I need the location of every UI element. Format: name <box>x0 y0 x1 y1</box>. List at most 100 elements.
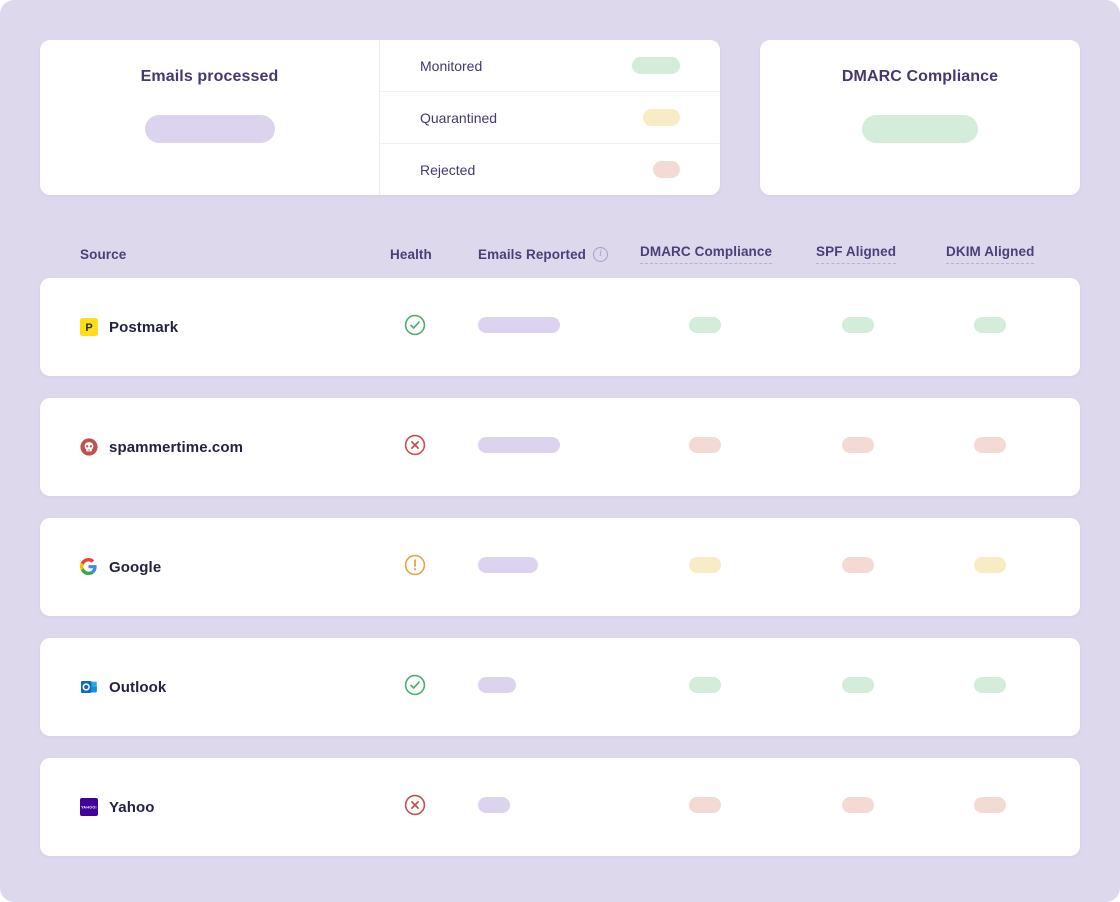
spf-aligned-badge <box>842 316 874 333</box>
dmarc-compliance-cell <box>640 436 816 458</box>
column-header-emails-reported: Emails Reported <box>478 246 587 262</box>
dkim-aligned-cell <box>946 436 1040 458</box>
source-name: Outlook <box>109 678 167 696</box>
column-header-dkim-aligned[interactable]: DKIM Aligned <box>946 244 1035 264</box>
source-name: spammertime.com <box>109 438 244 456</box>
svg-text:YAHOO!: YAHOO! <box>81 806 97 810</box>
health-cell <box>390 434 478 461</box>
emails-reported-cell <box>478 316 640 338</box>
source-name: Postmark <box>109 318 179 336</box>
emails-processed-title: Emails processed <box>140 68 279 85</box>
dkim-aligned-badge <box>974 796 1006 813</box>
yahoo-logo-icon: YAHOO! <box>80 798 98 816</box>
source-row-google[interactable]: Google <box>40 518 1080 616</box>
postmark-logo-icon: P <box>80 318 98 336</box>
dmarc-compliance-badge <box>689 556 721 573</box>
legend-label: Monitored <box>420 57 483 74</box>
summary-section: Emails processed Monitored Quarantined Rej… <box>40 40 1080 195</box>
source-row-postmark[interactable]: P Postmark <box>40 278 1080 376</box>
header-cell-health: Health <box>390 247 478 262</box>
spf-aligned-badge <box>842 556 874 573</box>
outlook-logo-icon <box>80 678 98 696</box>
column-header-health: Health <box>390 246 432 262</box>
warning-circle-icon <box>404 554 426 581</box>
source-row-spammertime-com[interactable]: spammertime.com <box>40 398 1080 496</box>
dmarc-compliance-cell <box>640 676 816 698</box>
dmarc-compliance-value-pill <box>862 115 978 143</box>
header-cell-emails-reported: Emails Reported i <box>478 246 640 262</box>
source-cell: Google <box>80 558 390 576</box>
info-icon[interactable]: i <box>593 246 609 262</box>
spammer-skull-icon <box>80 438 98 456</box>
x-circle-icon <box>404 434 426 461</box>
dmarc-compliance-cell <box>640 556 816 578</box>
dkim-aligned-cell <box>946 556 1040 578</box>
table-header: Source Health Emails Reported i DMARC Compli… <box>80 244 1040 264</box>
google-logo-icon <box>80 558 98 576</box>
status-legend: Monitored Quarantined Rejected <box>380 40 720 195</box>
legend-row-quarantined: Quarantined <box>380 91 720 143</box>
source-cell: Outlook <box>80 678 390 696</box>
dkim-aligned-badge <box>974 676 1006 693</box>
spf-aligned-cell <box>816 796 946 818</box>
source-row-yahoo[interactable]: YAHOO! Yahoo <box>40 758 1080 856</box>
dmarc-compliance-badge <box>689 316 721 333</box>
source-table: P Postmark spammertime.com Google Outlook YAH… <box>40 278 1080 856</box>
source-name: Google <box>109 558 162 576</box>
source-cell: spammertime.com <box>80 438 390 456</box>
rejected-count-pill <box>653 161 680 178</box>
legend-label: Quarantined <box>420 109 498 126</box>
emails-reported-bar <box>478 796 510 813</box>
dmarc-compliance-badge <box>689 436 721 453</box>
dmarc-compliance-cell <box>640 316 816 338</box>
legend-row-rejected: Rejected <box>380 143 720 195</box>
column-header-spf-aligned[interactable]: SPF Aligned <box>816 244 897 264</box>
spf-aligned-badge <box>842 796 874 813</box>
dmarc-compliance-title: DMARC Compliance <box>841 68 999 85</box>
header-cell-dmarc-compliance: DMARC Compliance <box>640 244 816 264</box>
spf-aligned-cell <box>816 436 946 458</box>
header-cell-dkim-aligned: DKIM Aligned <box>946 244 1040 264</box>
dkim-aligned-badge <box>974 316 1006 333</box>
health-cell <box>390 314 478 341</box>
emails-reported-bar <box>478 556 538 573</box>
spf-aligned-cell <box>816 316 946 338</box>
dkim-aligned-badge <box>974 436 1006 453</box>
header-cell-source: Source <box>80 247 390 262</box>
emails-reported-bar <box>478 436 560 453</box>
column-header-source: Source <box>80 246 127 262</box>
check-circle-icon <box>404 674 426 701</box>
dmarc-compliance-card: DMARC Compliance <box>760 40 1080 195</box>
monitored-count-pill <box>632 57 680 74</box>
quarantined-count-pill <box>643 109 680 126</box>
emails-reported-bar <box>478 316 560 333</box>
emails-reported-cell <box>478 796 640 818</box>
column-header-dmarc-compliance[interactable]: DMARC Compliance <box>640 244 773 264</box>
dkim-aligned-badge <box>974 556 1006 573</box>
emails-processed-panel: Emails processed <box>40 40 380 195</box>
dmarc-compliance-cell <box>640 796 816 818</box>
emails-reported-cell <box>478 676 640 698</box>
spf-aligned-badge <box>842 676 874 693</box>
emails-reported-cell <box>478 556 640 578</box>
dkim-aligned-cell <box>946 676 1040 698</box>
header-cell-spf-aligned: SPF Aligned <box>816 244 946 264</box>
source-name: Yahoo <box>109 798 155 816</box>
health-cell <box>390 794 478 821</box>
health-cell <box>390 554 478 581</box>
emails-reported-cell <box>478 436 640 458</box>
health-cell <box>390 674 478 701</box>
source-row-outlook[interactable]: Outlook <box>40 638 1080 736</box>
spf-aligned-badge <box>842 436 874 453</box>
source-cell: YAHOO! Yahoo <box>80 798 390 816</box>
emails-processed-value-pill <box>144 115 275 143</box>
source-cell: P Postmark <box>80 318 390 336</box>
svg-text:P: P <box>85 322 92 334</box>
check-circle-icon <box>404 314 426 341</box>
emails-reported-bar <box>478 676 516 693</box>
dkim-aligned-cell <box>946 316 1040 338</box>
dmarc-compliance-badge <box>689 796 721 813</box>
emails-processed-card: Emails processed Monitored Quarantined Rej… <box>40 40 720 195</box>
legend-label: Rejected <box>420 161 476 178</box>
